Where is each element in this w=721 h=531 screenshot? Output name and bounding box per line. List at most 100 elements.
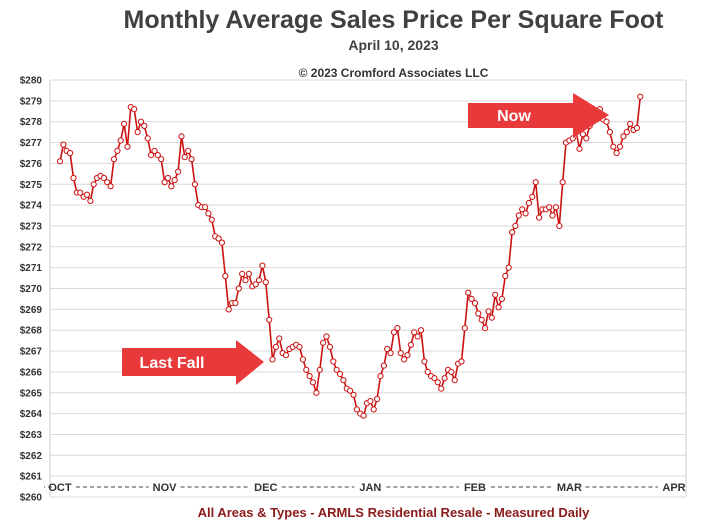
y-tick-label: $266 bbox=[20, 367, 43, 378]
data-point bbox=[245, 270, 252, 277]
data-point bbox=[266, 316, 273, 323]
data-point bbox=[141, 122, 148, 130]
data-point bbox=[414, 333, 421, 340]
data-point bbox=[377, 373, 384, 380]
data-point bbox=[100, 174, 108, 182]
data-point bbox=[178, 133, 185, 140]
data-point bbox=[370, 406, 377, 413]
data-point bbox=[110, 156, 118, 163]
data-point bbox=[610, 143, 617, 150]
data-point bbox=[623, 129, 630, 136]
data-point bbox=[164, 174, 172, 182]
y-tick-label: $279 bbox=[20, 96, 43, 107]
data-point bbox=[306, 373, 313, 380]
data-point bbox=[390, 329, 398, 336]
data-point bbox=[536, 214, 543, 221]
data-point bbox=[488, 314, 495, 321]
data-point bbox=[350, 391, 357, 398]
data-point bbox=[620, 133, 627, 140]
data-point bbox=[205, 210, 212, 217]
y-tick-label: $265 bbox=[20, 388, 43, 399]
data-point bbox=[175, 168, 182, 175]
data-point bbox=[407, 341, 414, 348]
now-label: Now bbox=[497, 108, 531, 125]
data-point bbox=[458, 358, 465, 365]
data-point bbox=[255, 277, 263, 284]
data-point bbox=[448, 368, 455, 375]
data-point bbox=[259, 262, 266, 269]
data-point bbox=[242, 277, 249, 284]
data-point bbox=[67, 149, 74, 157]
data-point bbox=[492, 291, 499, 298]
x-tick-label: APR bbox=[662, 482, 685, 494]
data-point bbox=[471, 300, 479, 307]
data-point bbox=[485, 308, 492, 315]
data-point bbox=[252, 281, 259, 288]
y-tick-label: $274 bbox=[20, 201, 43, 212]
x-axis: OCT NOV DEC JAN FEB MAR APR bbox=[44, 482, 686, 494]
y-tick-label: $262 bbox=[20, 451, 43, 462]
data-point bbox=[512, 222, 519, 229]
chart-title: Monthly Average Sales Price Per Square F… bbox=[123, 6, 664, 34]
data-point bbox=[401, 356, 408, 363]
data-point bbox=[482, 325, 489, 332]
y-tick-label: $278 bbox=[20, 117, 43, 128]
last-fall-label: Last Fall bbox=[140, 355, 205, 372]
data-point bbox=[77, 189, 84, 196]
data-point bbox=[559, 179, 566, 186]
y-tick-label: $280 bbox=[20, 76, 43, 87]
data-point bbox=[158, 156, 165, 163]
data-point bbox=[434, 379, 441, 386]
data-point bbox=[309, 379, 317, 386]
data-point bbox=[124, 143, 131, 150]
data-point bbox=[387, 350, 394, 357]
data-point bbox=[148, 152, 155, 159]
data-point bbox=[117, 137, 124, 144]
now-arrow bbox=[468, 93, 609, 138]
data-point bbox=[475, 310, 482, 317]
data-point bbox=[313, 389, 320, 396]
data-point bbox=[478, 316, 485, 323]
data-point bbox=[188, 156, 195, 163]
x-tick-label: DEC bbox=[254, 482, 277, 494]
data-point bbox=[508, 229, 516, 236]
data-point bbox=[613, 149, 620, 157]
data-point bbox=[431, 375, 438, 382]
data-point bbox=[161, 179, 168, 186]
copyright-notice: © 2023 Cromford Associates LLC bbox=[298, 66, 489, 80]
data-point bbox=[603, 118, 610, 125]
x-tick-label: OCT bbox=[48, 482, 72, 494]
data-point bbox=[525, 199, 533, 207]
data-point bbox=[222, 272, 229, 280]
data-point bbox=[505, 264, 512, 271]
y-tick-label: $270 bbox=[20, 284, 43, 295]
data-point bbox=[367, 398, 374, 405]
data-point bbox=[235, 285, 242, 292]
data-point bbox=[465, 289, 472, 296]
data-point bbox=[276, 335, 283, 342]
y-tick-label: $263 bbox=[20, 430, 43, 441]
data-point bbox=[522, 210, 529, 217]
data-point bbox=[144, 135, 151, 142]
data-point bbox=[316, 366, 323, 373]
data-point bbox=[552, 204, 560, 211]
data-point bbox=[627, 120, 634, 127]
data-point bbox=[114, 147, 121, 154]
data-point bbox=[404, 352, 411, 359]
y-tick-label: $268 bbox=[20, 326, 43, 337]
data-point bbox=[340, 377, 347, 384]
data-point bbox=[336, 370, 344, 378]
data-point bbox=[502, 272, 509, 280]
data-point bbox=[104, 179, 111, 186]
data-point bbox=[171, 177, 178, 184]
x-tick-label: MAR bbox=[557, 482, 582, 494]
data-point bbox=[232, 300, 239, 307]
data-point bbox=[576, 145, 583, 152]
data-point bbox=[296, 343, 303, 350]
data-point bbox=[83, 191, 91, 198]
y-tick-label: $277 bbox=[20, 138, 43, 149]
data-point bbox=[323, 333, 330, 340]
data-point bbox=[347, 387, 354, 394]
chart-subtitle: April 10, 2023 bbox=[348, 37, 439, 53]
